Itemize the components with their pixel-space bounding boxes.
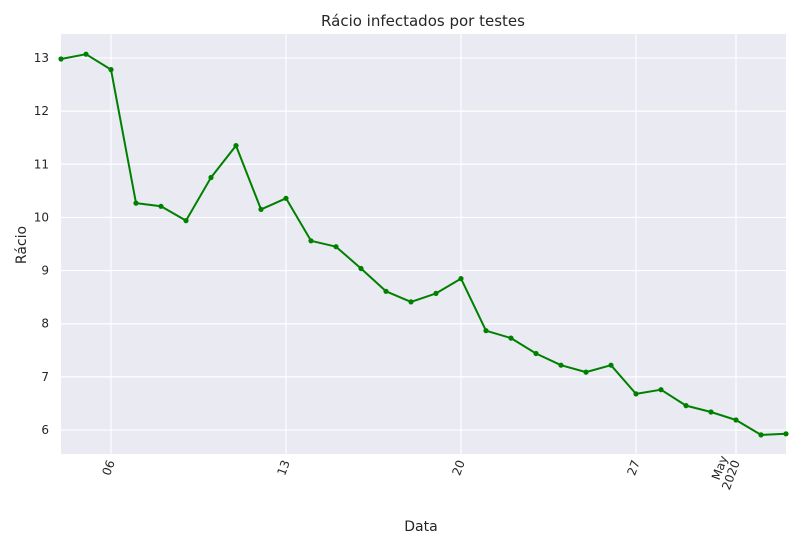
y-tick-label: 11 — [34, 157, 49, 171]
data-point — [258, 206, 264, 212]
series-line — [60, 53, 787, 436]
data-point — [83, 51, 89, 57]
data-point — [433, 290, 439, 296]
y-tick-label: 12 — [34, 104, 49, 118]
chart-title: Rácio infectados por testes — [321, 12, 525, 30]
data-point — [383, 288, 389, 294]
data-point — [758, 432, 764, 438]
data-point — [108, 67, 114, 73]
data-point — [458, 276, 464, 282]
data-point — [233, 143, 239, 149]
data-point — [608, 362, 614, 368]
data-point — [558, 362, 564, 368]
series-points — [58, 51, 789, 438]
x-tick-label: 06 — [99, 458, 117, 477]
x-tick-label-text: 13 — [274, 458, 292, 477]
plot-area — [61, 34, 786, 454]
data-point — [683, 403, 689, 409]
y-tick-label: 9 — [41, 264, 49, 278]
y-tick-label: 10 — [34, 210, 49, 224]
data-point — [333, 244, 339, 250]
data-point — [408, 299, 414, 305]
data-point — [508, 335, 514, 341]
data-point — [58, 56, 64, 62]
data-point — [733, 417, 739, 423]
data-point — [533, 350, 539, 357]
y-tick-labels: 6 7 8 9 10 11 12 13 — [34, 51, 49, 437]
data-point — [633, 391, 639, 397]
x-tick-label-text: 27 — [624, 458, 642, 477]
data-point — [583, 369, 589, 375]
data-point — [183, 218, 189, 224]
data-point — [158, 203, 164, 209]
data-point — [283, 195, 289, 201]
data-point — [358, 265, 364, 272]
data-point — [483, 328, 489, 334]
y-tick-label: 13 — [34, 51, 49, 65]
x-tick-label-text: 06 — [99, 458, 117, 477]
x-tick-label: 27 — [624, 458, 642, 477]
data-point — [308, 238, 314, 244]
x-tick-label: 20 — [449, 458, 467, 477]
data-point — [783, 431, 789, 437]
grid-lines — [61, 34, 786, 454]
y-tick-label: 7 — [41, 370, 49, 384]
y-tick-label: 6 — [41, 423, 49, 437]
data-point — [708, 409, 714, 415]
y-tick-label: 8 — [41, 317, 49, 331]
data-point — [658, 387, 664, 393]
x-tick-label-text: 20 — [449, 458, 467, 477]
x-axis-title: Data — [404, 519, 437, 535]
x-tick-label: 13 — [274, 458, 292, 477]
data-point — [133, 200, 139, 206]
y-axis-title: Rácio — [14, 226, 30, 264]
data-point — [208, 174, 214, 181]
